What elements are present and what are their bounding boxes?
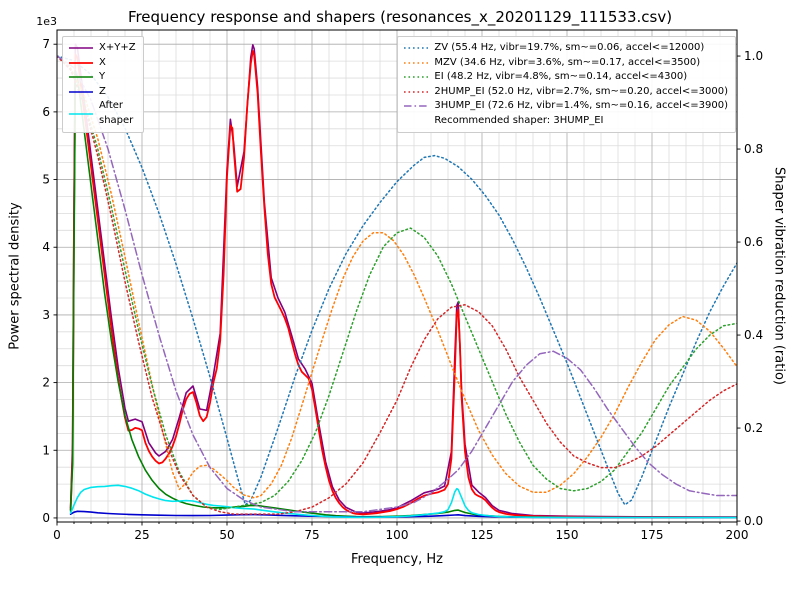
legend-psd-label: Y <box>99 71 106 82</box>
axis-tick-labels: 0 25 50 75 100 125 150 175 200 0 1 2 3 4 5 6 7 0.0 0.2 0.4 0… <box>42 37 763 542</box>
y-left-tick-label: 7 <box>42 37 50 51</box>
legend-shapers-label: MZV (34.6 Hz, vibr=3.6%, sm~=0.17, accel… <box>434 56 701 68</box>
series-after_shaper <box>69 484 737 519</box>
legend-shapers-item: 3HUMP_EI (72.6 Hz, vibr=1.4%, sm~=0.16, … <box>403 99 728 114</box>
x-tick-label: 150 <box>556 528 579 542</box>
y-right-tick-label: 0.2 <box>744 421 763 435</box>
x-tick-label: 125 <box>471 528 494 542</box>
x-axis-label: Frequency, Hz <box>350 552 444 567</box>
y-right-tick-label: 1.0 <box>744 49 763 63</box>
series-x <box>69 50 737 519</box>
y-left-tick-label: 6 <box>42 105 50 119</box>
legend-line-swatch <box>69 90 93 93</box>
x-tick-label: 200 <box>726 528 749 542</box>
legend-psd-item: After shaper <box>68 99 136 128</box>
x-tick-label: 175 <box>641 528 664 542</box>
legend-line-swatch <box>404 91 429 93</box>
legend-shapers-item: EI (48.2 Hz, vibr=4.8%, sm~=0.14, accel<… <box>403 70 728 85</box>
chart-title: Frequency response and shapers (resonanc… <box>127 8 673 26</box>
series-mzv <box>57 55 737 499</box>
legend-psd-label: After shaper <box>99 100 134 126</box>
x-tick-label: 100 <box>386 528 409 542</box>
legend-shapers-label: 2HUMP_EI (52.0 Hz, vibr=2.7%, sm~=0.20, … <box>434 85 728 97</box>
y-right-tick-label: 0.6 <box>744 235 763 249</box>
y-left-tick-label: 1 <box>42 443 50 457</box>
legend-shapers-label: EI (48.2 Hz, vibr=4.8%, sm~=0.14, accel<… <box>434 71 688 82</box>
legend-psd-item: Z <box>68 85 136 100</box>
y-left-tick-label: 2 <box>42 376 50 390</box>
x-tick-label: 75 <box>304 528 319 542</box>
series-ei <box>57 55 737 511</box>
y-left-tick-label: 4 <box>42 240 50 254</box>
legend-psd-label: Z <box>99 85 106 97</box>
y-left-tick-label: 5 <box>42 173 50 187</box>
legend-shapers-note: Recommended shaper: 3HUMP_EI <box>403 114 728 129</box>
series-z <box>69 510 737 519</box>
y-right-tick-label: 0.0 <box>744 514 763 528</box>
legend-shapers-item: 2HUMP_EI (52.0 Hz, vibr=2.7%, sm~=0.20, … <box>403 85 728 100</box>
y-axis-offset-text: 1e3 <box>36 15 57 28</box>
x-tick-label: 25 <box>134 528 149 542</box>
series-zv <box>57 55 737 506</box>
y-axis-label-left: Power spectral density <box>7 202 23 350</box>
y-left-tick-label: 0 <box>42 511 50 525</box>
legend-shapers-label: 3HUMP_EI (72.6 Hz, vibr=1.4%, sm~=0.16, … <box>434 100 728 111</box>
y-right-tick-label: 0.4 <box>744 328 763 342</box>
series-3hump_ei <box>57 55 737 513</box>
y-axis-label-right: Shaper vibration reduction (ratio) <box>771 167 787 385</box>
legend-line-swatch <box>404 105 429 107</box>
legend-shapers-label: ZV (55.4 Hz, vibr=19.7%, sm~=0.06, accel… <box>434 42 705 53</box>
legend-line-swatch <box>69 112 93 115</box>
x-tick-label: 50 <box>219 528 234 542</box>
series-group <box>57 43 737 519</box>
axis-ticks <box>53 43 741 526</box>
legend-psd-label: X <box>99 56 106 68</box>
legend-shapers-item: MZV (34.6 Hz, vibr=3.6%, sm~=0.17, accel… <box>403 56 728 71</box>
legend-psd: X+Y+Z X Y Z After shaper <box>62 36 144 133</box>
recommended-shaper-text: Recommended shaper: 3HUMP_EI <box>434 114 604 126</box>
legend-line-swatch <box>69 61 93 64</box>
y-right-tick-label: 0.8 <box>744 142 763 156</box>
legend-psd-item: X+Y+Z <box>68 41 136 56</box>
legend-line-swatch <box>69 76 93 79</box>
legend-psd-item: X <box>68 56 136 71</box>
legend-line-swatch <box>404 47 429 49</box>
y-left-tick-label: 3 <box>42 308 50 322</box>
legend-line-swatch <box>404 76 429 78</box>
legend-shapers-item: ZV (55.4 Hz, vibr=19.7%, sm~=0.06, accel… <box>403 41 728 56</box>
legend-psd-item: Y <box>68 70 136 85</box>
legend-line-swatch <box>404 62 429 64</box>
series-2hump_ei <box>57 55 737 515</box>
legend-shapers: ZV (55.4 Hz, vibr=19.7%, sm~=0.06, accel… <box>397 36 736 133</box>
legend-line-swatch <box>69 47 93 50</box>
x-tick-label: 0 <box>53 528 61 542</box>
legend-psd-label: X+Y+Z <box>99 42 136 53</box>
